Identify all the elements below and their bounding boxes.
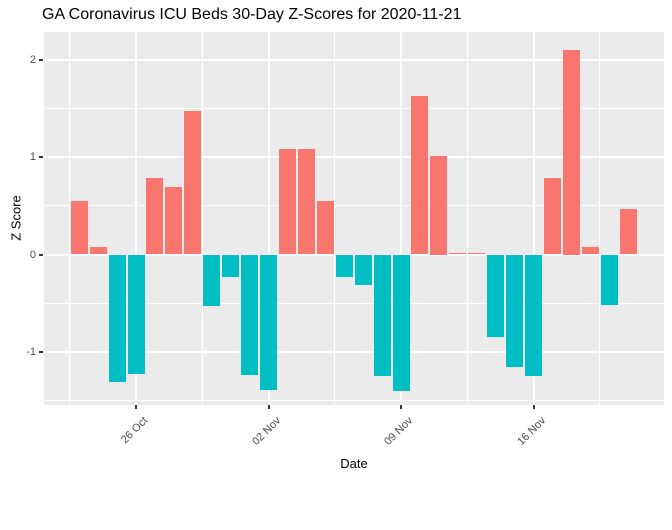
bar-2020-11-15 xyxy=(506,254,524,367)
bar-2020-11-08 xyxy=(373,254,391,377)
bar-2020-10-27 xyxy=(146,178,164,255)
bar-2020-11-05 xyxy=(316,200,334,255)
gridline-minor-v xyxy=(69,32,71,405)
bar-2020-11-07 xyxy=(354,254,372,285)
bar-2020-11-20 xyxy=(600,254,618,306)
bar-2020-10-24 xyxy=(89,246,107,255)
x-tick-mark xyxy=(532,405,535,409)
gridline-minor-h xyxy=(44,107,664,109)
bar-2020-11-09 xyxy=(392,254,410,391)
gridline-minor-h xyxy=(44,205,664,207)
bar-2020-11-17 xyxy=(543,178,561,255)
bar-2020-11-01 xyxy=(241,254,259,376)
bar-2020-11-19 xyxy=(581,246,599,255)
bar-2020-11-14 xyxy=(487,254,505,338)
x-tick-label: 02 Nov xyxy=(249,414,283,448)
bar-2020-10-30 xyxy=(203,254,221,307)
plot-panel xyxy=(44,32,664,405)
bar-2020-10-31 xyxy=(222,254,240,277)
bar-2020-11-10 xyxy=(411,95,429,255)
x-axis-title: Date xyxy=(340,456,368,471)
bar-2020-10-29 xyxy=(184,111,202,255)
y-tick-mark xyxy=(39,58,43,61)
y-axis-title: Z Score xyxy=(8,195,24,241)
bar-2020-11-06 xyxy=(335,254,353,277)
x-tick-mark xyxy=(400,405,402,409)
gridline-major-v xyxy=(400,32,402,405)
bar-2020-10-25 xyxy=(108,254,126,383)
x-tick-label: 09 Nov xyxy=(382,414,416,448)
y-tick-label: -1 xyxy=(26,346,36,358)
x-tick-mark xyxy=(134,405,137,409)
gridline-major-v xyxy=(134,32,137,405)
gridline-minor-h xyxy=(44,302,664,304)
bar-2020-10-26 xyxy=(127,254,145,375)
gridline-major-h xyxy=(44,58,664,61)
bar-2020-11-04 xyxy=(297,149,315,255)
bar-2020-11-02 xyxy=(260,254,277,390)
bar-2020-10-23 xyxy=(70,200,88,255)
y-tick-mark xyxy=(39,351,43,353)
bar-2020-11-18 xyxy=(562,49,580,255)
y-tick-mark xyxy=(39,156,43,158)
y-tick-label: 2 xyxy=(29,53,36,66)
bar-2020-11-03 xyxy=(278,149,296,255)
gridline-major-h xyxy=(44,351,664,353)
x-tick-label: 26 Oct xyxy=(118,414,151,447)
bar-2020-10-28 xyxy=(165,187,183,255)
x-tick-label: 16 Nov xyxy=(514,414,548,448)
gridline-major-h xyxy=(44,253,664,256)
gridline-minor-v xyxy=(599,32,601,405)
y-tick-label: 0 xyxy=(29,248,36,261)
x-tick-mark xyxy=(267,405,270,409)
chart-figure: GA Coronavirus ICU Beds 30-Day Z-Scores … xyxy=(8,6,664,471)
gridline-minor-v xyxy=(201,32,203,405)
bar-2020-11-11 xyxy=(430,156,448,255)
y-tick-mark xyxy=(39,253,43,256)
gridline-major-v xyxy=(267,32,270,405)
y-tick-label: 1 xyxy=(29,151,36,163)
bar-2020-11-12 xyxy=(449,252,467,255)
gridline-major-h xyxy=(44,156,664,158)
gridline-minor-h xyxy=(44,400,664,402)
bar-2020-11-21 xyxy=(619,208,637,255)
gridline-major-v xyxy=(532,32,535,405)
chart-title: GA Coronavirus ICU Beds 30-Day Z-Scores … xyxy=(42,6,462,23)
gridline-minor-v xyxy=(466,32,468,405)
bar-2020-11-16 xyxy=(525,254,542,377)
bar-2020-11-13 xyxy=(468,252,486,255)
gridline-minor-v xyxy=(334,32,336,405)
